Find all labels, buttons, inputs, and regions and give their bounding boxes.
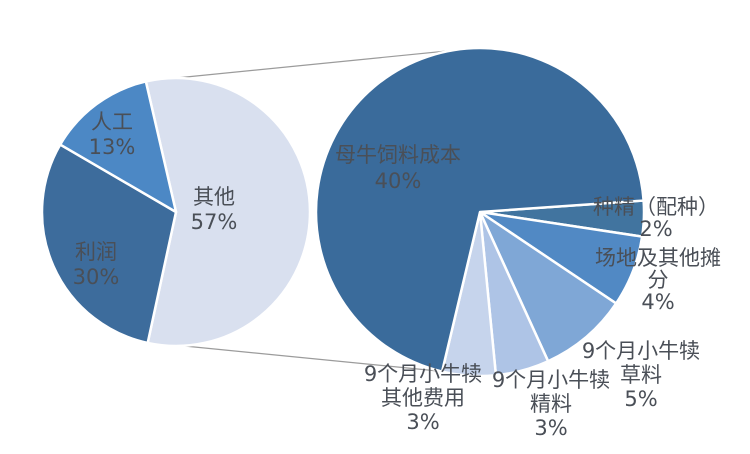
data-label-semen-breeding-line-2: 2%	[639, 217, 672, 241]
data-label-cow-feed-cost-line-2: 40%	[375, 169, 422, 193]
data-label-other-line-1: 其他	[193, 185, 235, 209]
data-label-labor: 人工 13%	[89, 110, 136, 159]
data-label-site-other-amortization: 场地及其他摊分 4%	[595, 246, 721, 314]
primary-slice-labor	[58, 80, 178, 214]
data-label-calf-concentrate-line-2: 精料	[530, 392, 572, 416]
data-label-calf-forage-line-2: 草料	[620, 363, 662, 387]
data-label-profit: 利润 30%	[73, 240, 120, 289]
data-label-calf-other-costs-line-1: 9个月小牛犊	[364, 362, 482, 386]
data-label-cow-feed-cost-line-1: 母牛饲料成本	[335, 143, 461, 167]
data-label-site-other-amortization-line-1: 场地及其他摊	[595, 246, 721, 270]
data-label-profit-line-2: 30%	[73, 265, 120, 289]
data-label-calf-forage-line-3: 5%	[624, 387, 657, 411]
data-label-other: 其他 57%	[191, 185, 238, 234]
primary-slice-other	[144, 76, 312, 348]
data-label-labor-line-1: 人工	[91, 110, 133, 134]
data-label-semen-breeding: 种精（配种） 2%	[593, 195, 719, 241]
data-label-calf-concentrate-line-3: 3%	[534, 416, 567, 440]
secondary-pie	[314, 46, 646, 378]
data-label-calf-other-costs-line-3: 3%	[406, 410, 439, 434]
connector-lines-layer	[143, 47, 478, 375]
data-label-labor-line-2: 13%	[89, 135, 136, 159]
data-label-calf-other-costs-line-2: 其他费用	[381, 386, 465, 410]
data-label-calf-concentrate: 9个月小牛犊精料 3%	[492, 368, 610, 440]
data-label-calf-concentrate-line-1: 9个月小牛犊	[492, 368, 610, 392]
primary-slice-profit	[40, 143, 178, 345]
series-connector-line-1	[145, 47, 478, 82]
data-label-calf-forage: 9个月小牛犊草料 5%	[582, 339, 700, 411]
data-label-profit-line-1: 利润	[75, 240, 117, 264]
data-label-semen-breeding-line-1: 种精（配种）	[593, 195, 719, 219]
secondary-slice-cow-feed-cost	[314, 46, 645, 373]
data-label-cow-feed-cost: 母牛饲料成本 40%	[335, 143, 461, 193]
data-label-site-other-amortization-line-3: 4%	[641, 290, 674, 314]
data-label-calf-forage-line-1: 9个月小牛犊	[582, 339, 700, 363]
data-label-calf-other-costs: 9个月小牛犊其他费用 3%	[364, 362, 482, 434]
secondary-slice-calf-forage	[478, 210, 618, 363]
data-label-other-line-2: 57%	[191, 210, 238, 234]
data-label-site-other-amortization-line-2: 分	[648, 268, 669, 292]
series-connector-line-2	[143, 341, 469, 375]
primary-pie	[40, 76, 312, 348]
data-labels-layer: 人工 13%其他 57%利润 30%母牛饲料成本 40%种精（配种） 2%场地及其他摊分 4…	[73, 110, 721, 440]
